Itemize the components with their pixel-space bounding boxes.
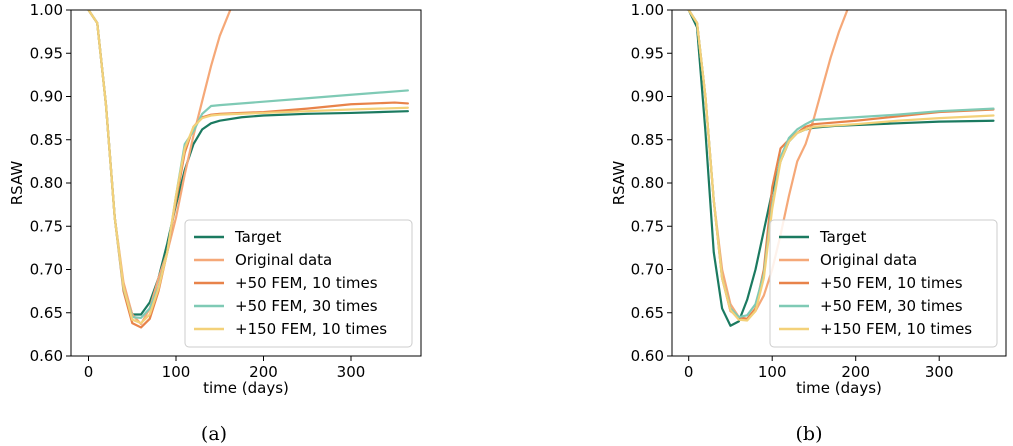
y-tick-label: 0.95 bbox=[631, 44, 664, 62]
x-tick-label: 100 bbox=[758, 363, 787, 381]
y-tick-label: 1.00 bbox=[631, 1, 664, 19]
figure-caption: (b) bbox=[796, 423, 823, 445]
legend: Target Original data +50 FEM, 10 times +50 … bbox=[184, 219, 413, 348]
y-axis-label: RSAW bbox=[8, 161, 26, 206]
series-line-5 bbox=[687, 10, 995, 322]
x-tick-label: 300 bbox=[337, 363, 366, 381]
x-tick-label: 200 bbox=[841, 363, 870, 381]
legend: Target Original data +50 FEM, 10 times +50 … bbox=[769, 219, 998, 348]
y-tick-label: 0.80 bbox=[631, 174, 664, 192]
x-axis-label: time (days) bbox=[203, 379, 289, 397]
y-tick-label: 0.75 bbox=[30, 217, 63, 235]
legend-entry-4: +50 FEM, 30 times bbox=[235, 297, 378, 315]
legend-entry-3: +50 FEM, 10 times bbox=[820, 274, 963, 292]
legend-entry-5: +150 FEM, 10 times bbox=[235, 320, 387, 338]
x-tick-label: 200 bbox=[249, 363, 278, 381]
y-tick-label: 0.95 bbox=[30, 44, 63, 62]
legend-entry-1: Target bbox=[819, 228, 867, 246]
x-axis-label: time (days) bbox=[796, 379, 882, 397]
y-tick-label: 0.90 bbox=[631, 88, 664, 106]
y-tick-label: 0.65 bbox=[631, 304, 664, 322]
x-tick-label: 300 bbox=[925, 363, 954, 381]
chart-panel-a: 0.60 0.65 0.70 0.75 0.80 0.85 0.90 0.95 1.00 0 100… bbox=[8, 1, 422, 445]
chart-panel-b: 0.60 0.65 0.70 0.75 0.80 0.85 0.90 0.95 1.00 0 100… bbox=[610, 1, 1007, 445]
y-tick-label: 1.00 bbox=[30, 1, 63, 19]
y-tick-label: 0.80 bbox=[30, 174, 63, 192]
x-tick-label: 100 bbox=[162, 363, 191, 381]
legend-entry-2: Original data bbox=[235, 251, 332, 269]
legend-entry-1: Target bbox=[234, 228, 282, 246]
x-tick-label: 0 bbox=[684, 363, 694, 381]
figure-caption: (a) bbox=[201, 423, 227, 445]
legend-box bbox=[769, 219, 998, 348]
y-tick-label: 0.60 bbox=[631, 347, 664, 365]
y-tick-label: 0.65 bbox=[30, 304, 63, 322]
legend-box bbox=[184, 219, 413, 348]
legend-entry-3: +50 FEM, 10 times bbox=[235, 274, 378, 292]
y-tick-label: 0.85 bbox=[30, 131, 63, 149]
legend-entry-2: Original data bbox=[820, 251, 917, 269]
y-tick-label: 0.60 bbox=[30, 347, 63, 365]
y-tick-label: 0.70 bbox=[30, 261, 63, 279]
series-line-5 bbox=[87, 10, 409, 325]
x-tick-label: 0 bbox=[84, 363, 94, 381]
series-group bbox=[87, 10, 409, 329]
series-group bbox=[687, 10, 995, 327]
y-tick-label: 0.75 bbox=[631, 217, 664, 235]
legend-entry-5: +150 FEM, 10 times bbox=[820, 320, 972, 338]
y-axis-label: RSAW bbox=[610, 161, 628, 206]
legend-entry-4: +50 FEM, 30 times bbox=[820, 297, 963, 315]
y-tick-label: 0.90 bbox=[30, 88, 63, 106]
y-tick-label: 0.70 bbox=[631, 261, 664, 279]
y-tick-label: 0.85 bbox=[631, 131, 664, 149]
